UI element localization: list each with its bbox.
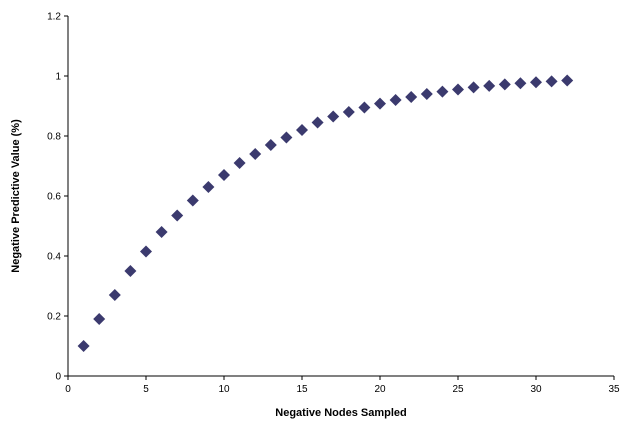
y-tick-label: 0.8 xyxy=(47,132,61,143)
data-point xyxy=(202,181,215,193)
x-tick-label: 10 xyxy=(218,384,230,395)
data-point xyxy=(233,157,246,169)
data-point xyxy=(498,78,511,91)
data-point xyxy=(155,226,168,238)
x-axis: 0 5 10 15 20 25 30 35 xyxy=(65,375,620,395)
y-tick-label: 0.4 xyxy=(47,252,61,263)
data-point xyxy=(124,265,137,277)
data-point xyxy=(342,106,355,118)
data-point xyxy=(358,101,371,114)
data-point xyxy=(311,116,324,129)
data-point xyxy=(171,209,184,222)
x-tick-label: 0 xyxy=(65,384,71,395)
data-point xyxy=(218,169,230,181)
data-point xyxy=(483,79,496,92)
data-point xyxy=(467,81,480,94)
x-tick-label: 30 xyxy=(530,384,542,395)
x-axis-title: Negative Nodes Sampled xyxy=(275,407,406,419)
y-tick-label: 0.6 xyxy=(47,192,61,203)
x-tick-label: 25 xyxy=(452,384,464,395)
data-point xyxy=(561,74,574,87)
data-point xyxy=(405,91,418,103)
data-point xyxy=(545,75,558,88)
y-axis-title: Negative Predictive Value (%) xyxy=(10,119,22,273)
y-tick-label: 1 xyxy=(55,72,61,83)
data-point xyxy=(452,83,464,96)
x-tick-label: 15 xyxy=(296,384,308,395)
data-point xyxy=(249,148,262,160)
y-axis: 0 0.2 0.4 0.6 0.8 1 1.2 xyxy=(47,12,69,383)
data-point xyxy=(530,76,542,89)
x-tick-label: 5 xyxy=(143,384,149,395)
data-point xyxy=(186,194,199,207)
y-tick-label: 1.2 xyxy=(47,12,61,23)
data-point xyxy=(389,94,402,106)
data-point xyxy=(140,245,152,258)
data-point xyxy=(108,289,121,301)
x-tick-label: 35 xyxy=(608,384,620,395)
data-point xyxy=(77,340,90,352)
data-point xyxy=(280,131,293,144)
data-point xyxy=(296,124,308,136)
data-point xyxy=(327,110,340,123)
data-point xyxy=(374,97,386,110)
data-point xyxy=(514,77,527,90)
y-tick-label: 0 xyxy=(55,372,61,383)
data-point xyxy=(420,88,433,100)
data-point xyxy=(264,139,277,151)
y-tick-label: 0.2 xyxy=(47,312,61,323)
x-tick-label: 20 xyxy=(374,384,386,395)
data-points xyxy=(77,74,574,352)
data-point xyxy=(93,313,106,325)
data-point xyxy=(436,85,449,98)
